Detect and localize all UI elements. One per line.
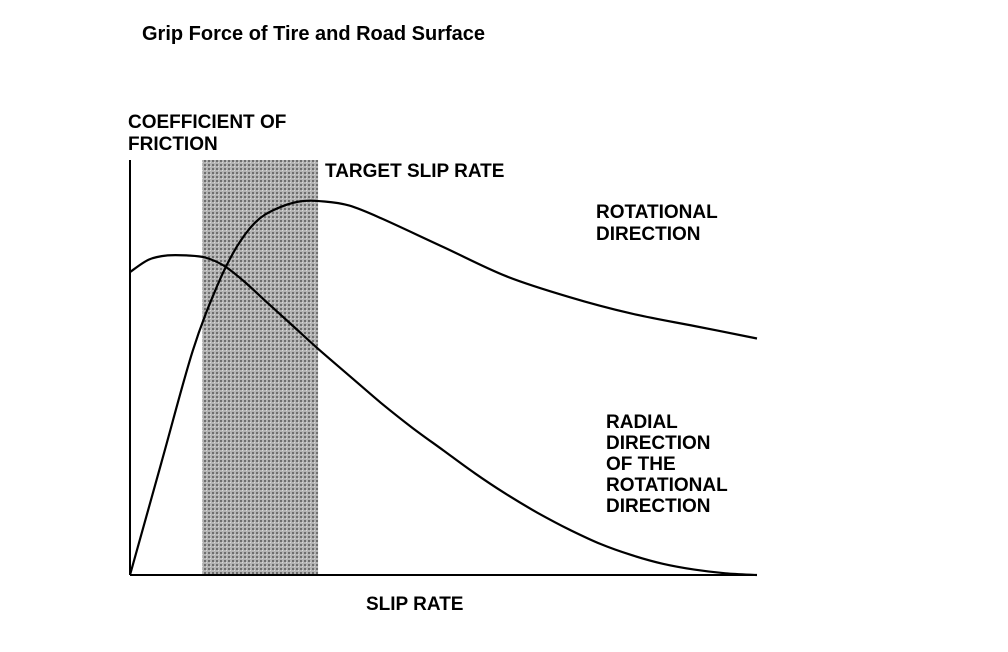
series-label-radial-line-3: OF THE [606, 454, 676, 475]
y-axis-label-line-1: COEFFICIENT OF [128, 112, 286, 133]
series-line-radial [129, 253, 758, 577]
target-slip-region [202, 160, 319, 575]
series-label-rotational: ROTATIONAL DIRECTION [596, 202, 723, 245]
chart-title: Grip Force of Tire and Road Surface [142, 23, 485, 45]
series-label-rotational-line-1: ROTATIONAL [596, 202, 718, 223]
series-line-rotational [128, 199, 758, 576]
series-label-radial-line-4: ROTATIONAL [606, 475, 728, 496]
y-axis-label: COEFFICIENT OF FRICTION [128, 112, 292, 155]
series-label-radial-line-2: DIRECTION [606, 433, 711, 454]
series-label-radial: RADIAL DIRECTION OF THE ROTATIONAL DIREC… [606, 412, 733, 517]
target-slip-rate-label: TARGET SLIP RATE [325, 161, 504, 182]
series-label-radial-line-1: RADIAL [606, 412, 678, 433]
series-layer [128, 199, 758, 577]
series-label-rotational-line-2: DIRECTION [596, 224, 701, 245]
y-axis-label-line-2: FRICTION [128, 134, 218, 155]
series-label-radial-line-5: DIRECTION [606, 496, 711, 517]
x-axis-label: SLIP RATE [366, 594, 463, 615]
target-slip-region-layer [202, 160, 319, 575]
